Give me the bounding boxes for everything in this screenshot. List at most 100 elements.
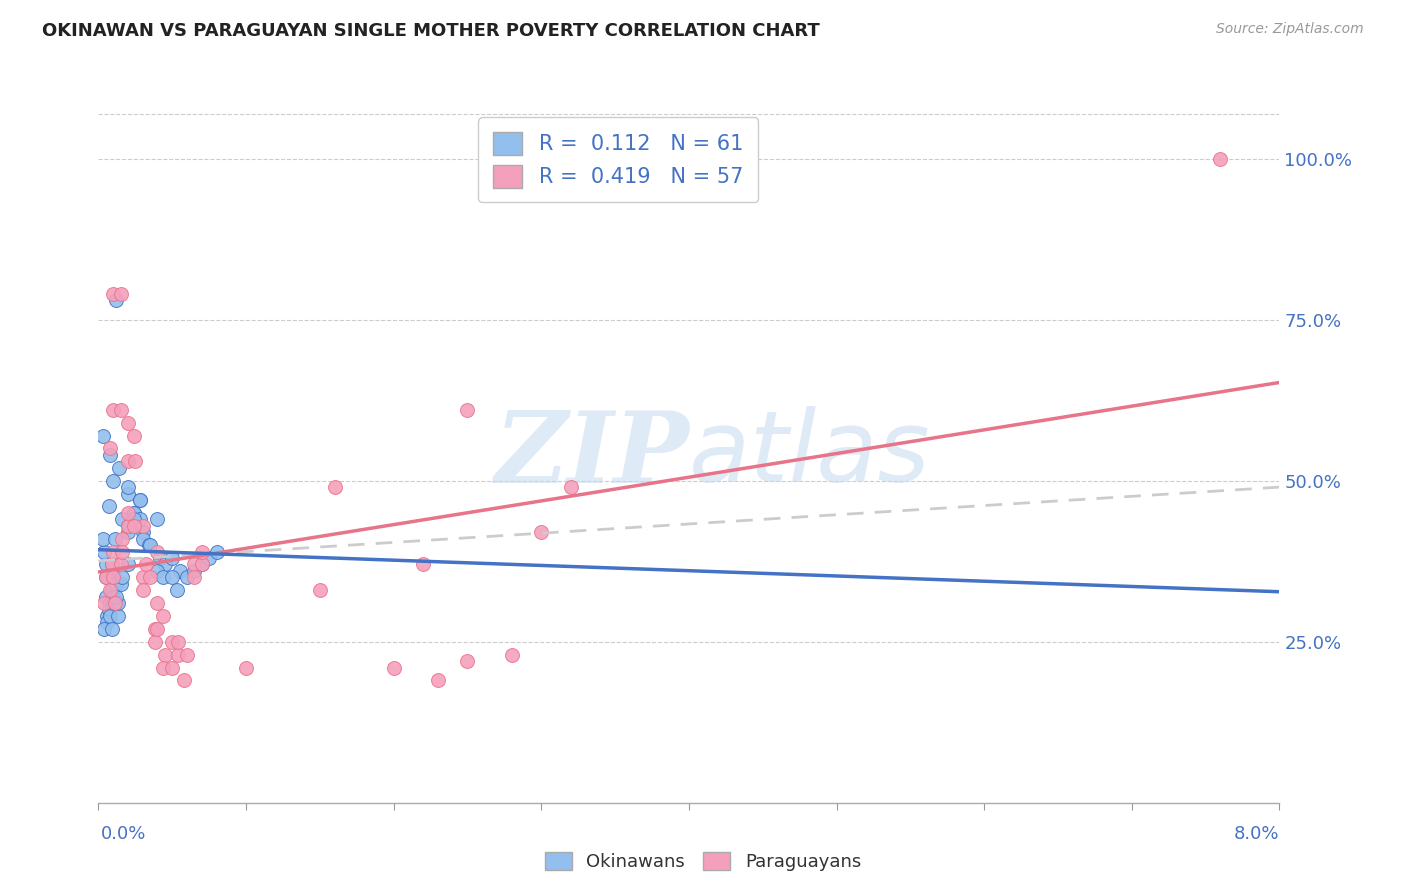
Point [191, 544, 214, 558]
Point [183, 564, 205, 578]
Point [105, 293, 128, 308]
Point [128, 493, 150, 508]
Point [103, 564, 125, 578]
Point [111, 570, 134, 584]
Point [117, 506, 139, 520]
Point [1209, 152, 1232, 166]
Point [91, 428, 114, 442]
Point [143, 634, 166, 648]
Point [146, 564, 169, 578]
Point [308, 583, 332, 598]
Point [162, 660, 183, 674]
Point [110, 402, 132, 417]
Point [97, 500, 120, 514]
Point [139, 570, 162, 584]
Point [98, 596, 121, 610]
Point [146, 544, 169, 558]
Point [122, 506, 145, 520]
Point [426, 673, 449, 688]
Point [100, 558, 122, 572]
Point [146, 596, 169, 610]
Point [94, 590, 117, 604]
Text: atlas: atlas [689, 407, 931, 503]
Point [93, 622, 115, 636]
Point [103, 544, 125, 558]
Point [94, 570, 117, 584]
Point [103, 596, 125, 610]
Text: Source: ZipAtlas.com: Source: ZipAtlas.com [1216, 22, 1364, 37]
Point [173, 673, 195, 688]
Point [176, 648, 198, 662]
Point [382, 660, 405, 674]
Point [132, 532, 155, 546]
Point [105, 576, 128, 591]
Point [96, 615, 118, 630]
Point [100, 622, 122, 636]
Point [103, 286, 125, 301]
Point [412, 558, 434, 572]
Point [117, 558, 139, 572]
Point [166, 583, 188, 598]
Point [191, 558, 214, 572]
Point [560, 480, 582, 494]
Point [169, 564, 191, 578]
Point [107, 609, 129, 624]
Point [132, 570, 155, 584]
Point [111, 532, 134, 546]
Point [110, 558, 132, 572]
Point [111, 512, 134, 526]
Point [103, 474, 125, 488]
Point [122, 512, 145, 526]
Point [104, 596, 127, 610]
Point [128, 493, 150, 508]
Point [117, 518, 139, 533]
Point [96, 609, 118, 624]
Point [128, 512, 150, 526]
Point [135, 558, 157, 572]
Point [132, 583, 155, 598]
Point [108, 460, 131, 475]
Point [153, 558, 176, 572]
Point [93, 596, 115, 610]
Point [94, 558, 117, 572]
Point [93, 544, 115, 558]
Point [153, 648, 176, 662]
Point [235, 660, 257, 674]
Point [183, 558, 205, 572]
Point [117, 454, 139, 468]
Point [143, 622, 166, 636]
Point [107, 596, 129, 610]
Point [117, 525, 139, 540]
Point [152, 609, 174, 624]
Point [110, 576, 132, 591]
Point [162, 551, 183, 566]
Point [103, 570, 125, 584]
Point [198, 551, 221, 566]
Point [94, 570, 117, 584]
Point [146, 512, 169, 526]
Point [501, 648, 523, 662]
Point [152, 570, 174, 584]
Point [98, 442, 121, 456]
Point [124, 518, 146, 533]
Point [105, 590, 128, 604]
Point [205, 544, 228, 558]
Point [98, 609, 121, 624]
Point [103, 402, 125, 417]
Point [111, 544, 134, 558]
Point [100, 558, 122, 572]
Point [132, 525, 155, 540]
Point [456, 654, 478, 668]
Point [162, 634, 183, 648]
Point [117, 518, 139, 533]
Point [167, 648, 190, 662]
Point [132, 518, 155, 533]
Point [122, 428, 145, 442]
Point [456, 402, 478, 417]
Point [122, 506, 145, 520]
Legend: R =  0.112   N = 61, R =  0.419   N = 57: R = 0.112 N = 61, R = 0.419 N = 57 [478, 118, 758, 202]
Point [117, 416, 139, 430]
Point [124, 454, 146, 468]
Point [98, 448, 121, 462]
Point [110, 286, 132, 301]
